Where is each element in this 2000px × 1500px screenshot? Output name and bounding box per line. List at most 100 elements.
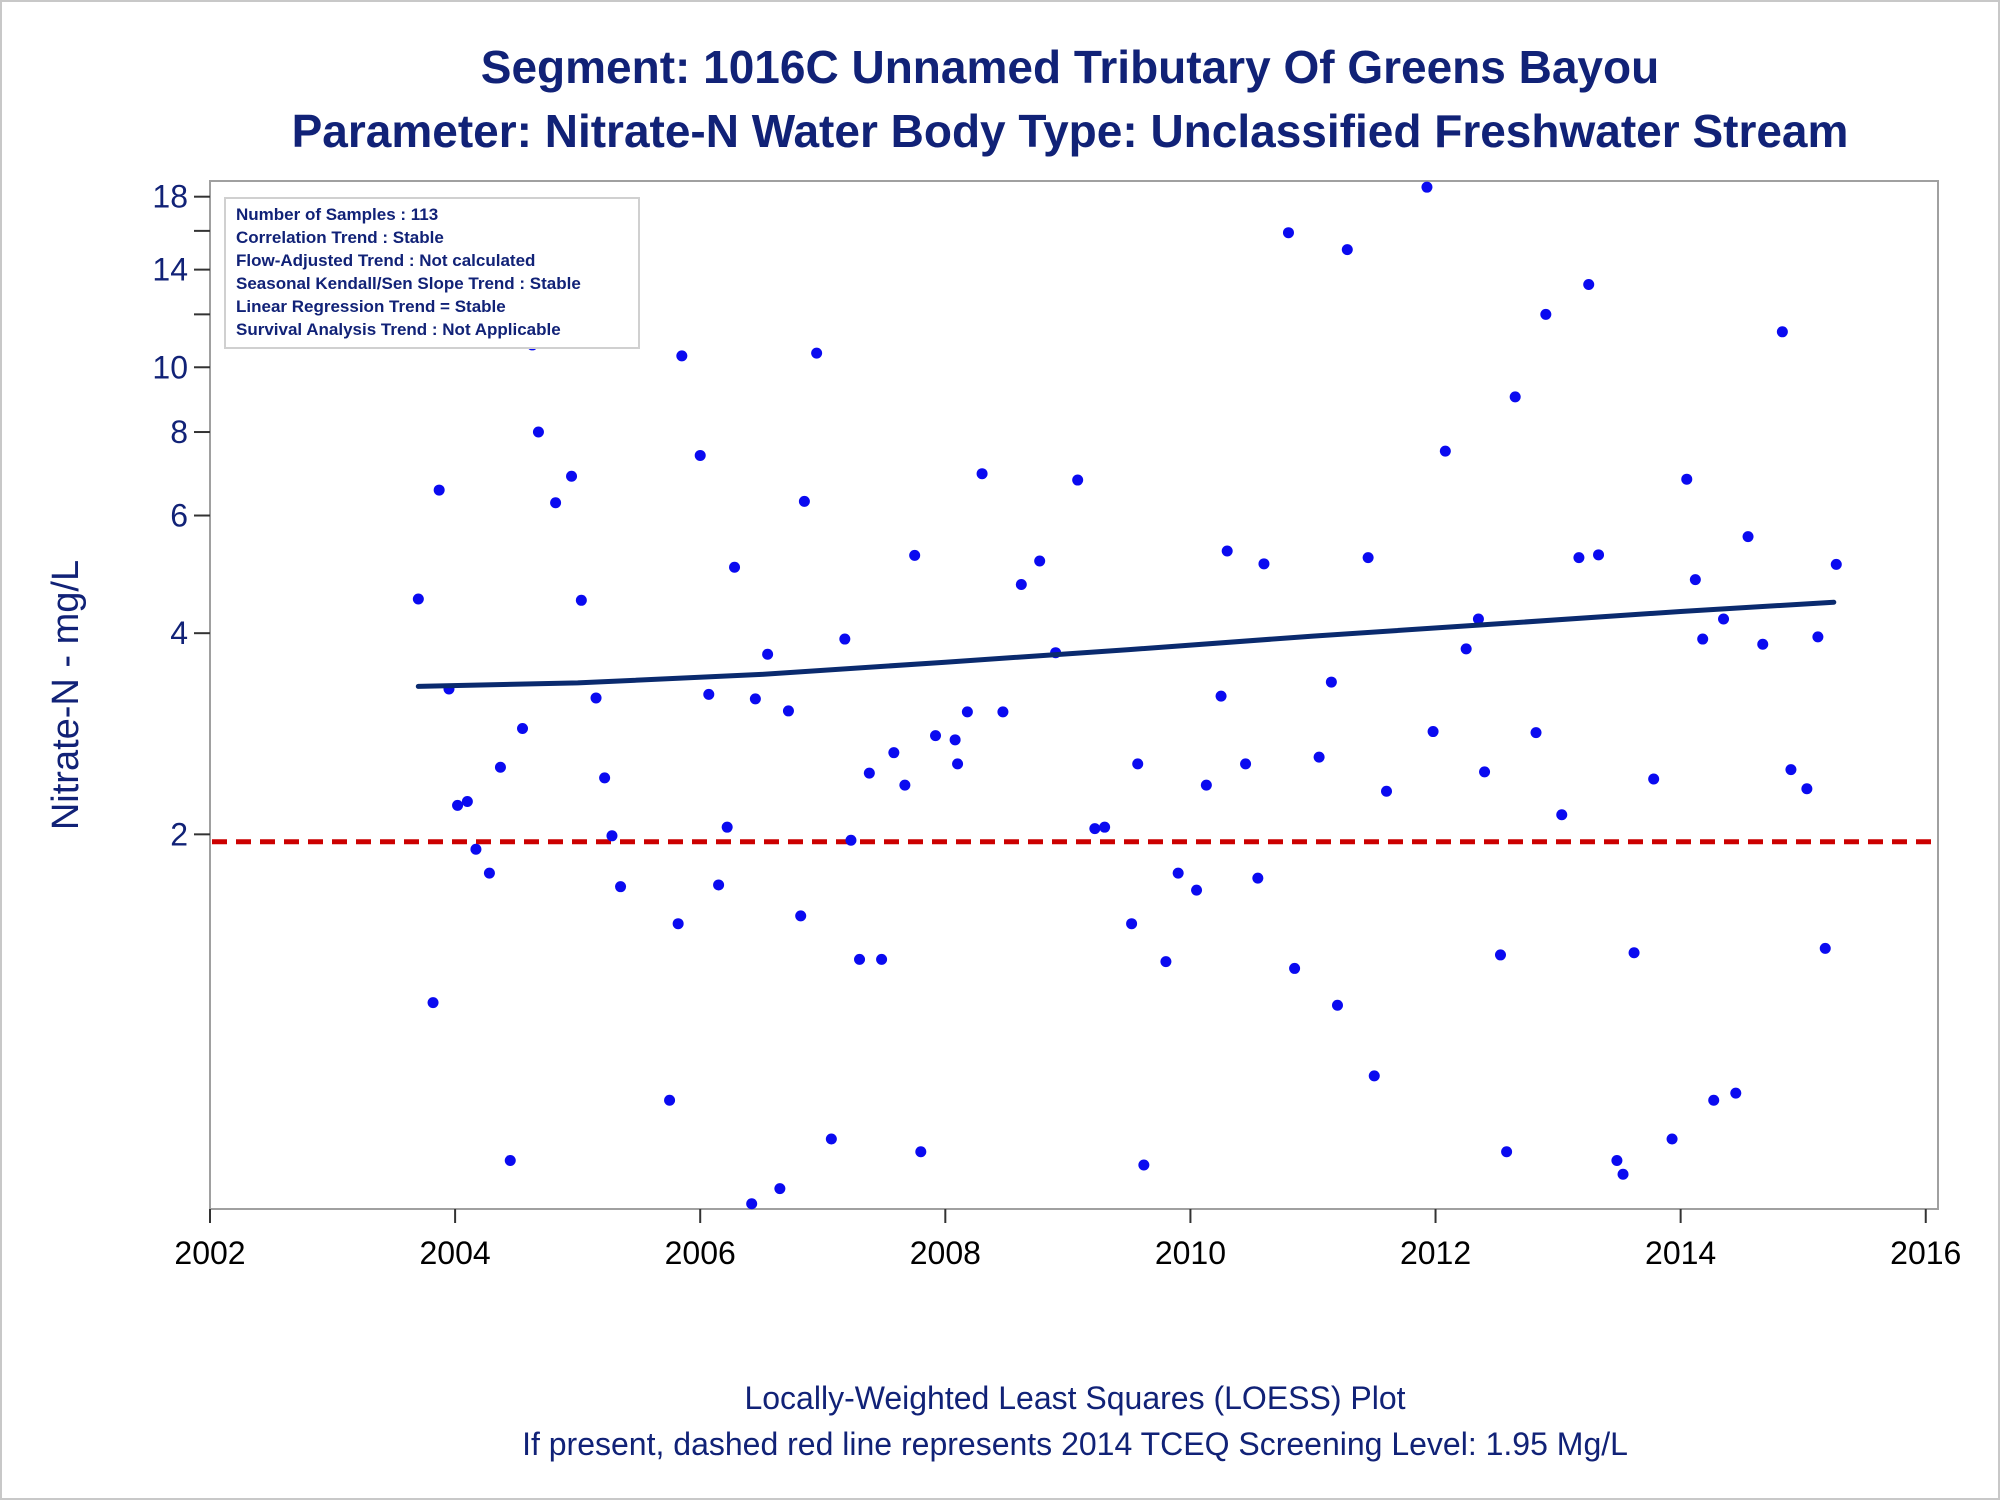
data-point	[949, 734, 961, 746]
data-point	[1252, 872, 1264, 884]
data-point	[1099, 821, 1111, 833]
data-point	[1648, 773, 1660, 785]
chart-title: Segment: 1016C Unnamed Tributary Of Gree…	[480, 41, 1660, 93]
legend-line: Number of Samples : 113	[236, 205, 439, 224]
data-point	[845, 834, 857, 846]
data-point	[550, 497, 562, 509]
data-point	[1126, 918, 1138, 930]
data-point	[1617, 1168, 1629, 1180]
data-point	[1509, 391, 1521, 403]
data-point	[427, 997, 439, 1009]
data-point	[664, 1094, 676, 1106]
y-tick-label: 2	[170, 816, 188, 852]
data-point	[1240, 758, 1252, 770]
data-point	[1341, 244, 1353, 256]
data-point	[976, 468, 988, 480]
data-point	[782, 705, 794, 717]
data-point	[1460, 643, 1472, 655]
data-point	[1718, 613, 1730, 625]
data-point	[1215, 690, 1227, 702]
x-tick-label: 2002	[174, 1235, 245, 1271]
data-point	[470, 843, 482, 855]
legend-line: Linear Regression Trend = Stable	[236, 297, 506, 316]
data-point	[517, 723, 529, 735]
data-point	[1221, 545, 1233, 557]
data-point	[774, 1183, 786, 1195]
legend-line: Survival Analysis Trend : Not Applicable	[236, 320, 561, 339]
y-axis: 2 4 6 8 10 14 18	[152, 179, 210, 852]
data-point	[1681, 473, 1693, 485]
data-point	[1611, 1155, 1623, 1167]
plot-area	[209, 180, 1939, 1210]
footnote-screening: If present, dashed red line represents 2…	[522, 1426, 1628, 1462]
data-points	[412, 181, 1842, 1210]
y-tick-label: 10	[152, 349, 188, 385]
data-point	[811, 347, 823, 359]
x-tick-label: 2010	[1155, 1235, 1226, 1271]
data-point	[915, 1146, 927, 1158]
data-point	[606, 830, 618, 842]
data-point	[825, 1133, 837, 1145]
y-axis-label: Nitrate-N - mg/L	[45, 560, 87, 830]
data-point	[483, 867, 495, 879]
data-point	[1530, 727, 1542, 739]
data-point	[746, 1198, 758, 1210]
data-point	[1313, 751, 1325, 763]
x-tick-label: 2012	[1400, 1235, 1471, 1271]
data-point	[1819, 942, 1831, 954]
data-point	[1801, 783, 1813, 795]
data-point	[615, 881, 627, 893]
x-tick-label: 2008	[910, 1235, 981, 1271]
data-point	[1362, 552, 1374, 564]
data-point	[590, 692, 602, 704]
data-point	[1830, 558, 1842, 570]
data-point	[1812, 631, 1824, 643]
data-point	[854, 953, 866, 965]
data-point	[952, 758, 964, 770]
data-point	[1708, 1094, 1720, 1106]
data-point	[1730, 1087, 1742, 1099]
data-point	[961, 706, 973, 718]
data-point	[1089, 823, 1101, 835]
data-point	[1479, 766, 1491, 778]
data-point	[1034, 555, 1046, 567]
chart-subtitle: Parameter: Nitrate-N Water Body Type: Un…	[291, 105, 1849, 157]
data-point	[1138, 1159, 1150, 1171]
data-point	[1191, 884, 1203, 896]
data-point	[1368, 1070, 1380, 1082]
data-point	[749, 693, 761, 705]
data-point	[1776, 326, 1788, 338]
x-tick-label: 2004	[420, 1235, 491, 1271]
x-tick-label: 2016	[1890, 1235, 1961, 1271]
data-point	[566, 470, 578, 482]
data-point	[412, 593, 424, 605]
data-point	[1757, 638, 1769, 650]
data-point	[1258, 558, 1270, 570]
data-point	[997, 706, 1009, 718]
legend-line: Seasonal Kendall/Sen Slope Trend : Stabl…	[236, 274, 581, 293]
data-point	[1325, 676, 1337, 688]
data-point	[909, 549, 921, 561]
data-point	[729, 561, 741, 573]
data-point	[433, 484, 445, 496]
data-point	[930, 730, 942, 742]
data-point	[798, 495, 810, 507]
data-point	[762, 648, 774, 660]
data-point	[676, 350, 688, 362]
data-point	[1381, 785, 1393, 797]
data-point	[863, 767, 875, 779]
data-point	[494, 761, 506, 773]
y-tick-label: 18	[152, 179, 188, 215]
data-point	[1427, 726, 1439, 738]
data-point	[1472, 613, 1484, 625]
y-tick-label: 14	[152, 252, 188, 288]
data-point	[713, 879, 725, 891]
data-point	[1540, 308, 1552, 320]
data-point	[876, 953, 888, 965]
data-point	[599, 772, 611, 784]
legend-line: Flow-Adjusted Trend : Not calculated	[236, 251, 536, 270]
data-point	[703, 688, 715, 700]
data-point	[1666, 1133, 1678, 1145]
x-tick-label: 2006	[665, 1235, 736, 1271]
